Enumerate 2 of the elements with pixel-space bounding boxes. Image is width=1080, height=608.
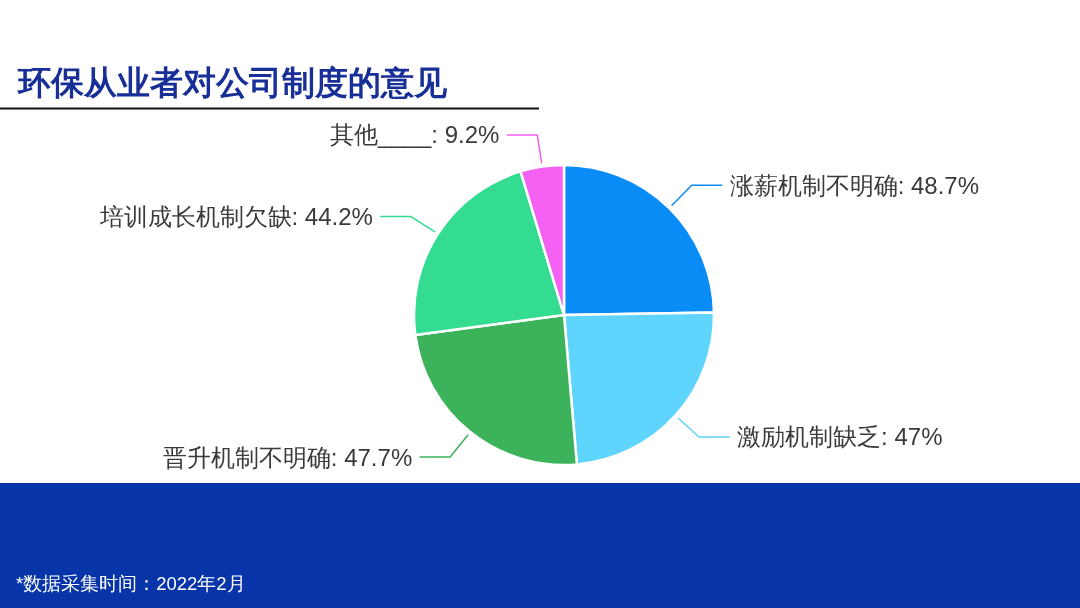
- annotation: *数据采集时间：2022年2月: [16, 572, 246, 594]
- title: 环保从业者对公司制度的意见: [18, 63, 447, 101]
